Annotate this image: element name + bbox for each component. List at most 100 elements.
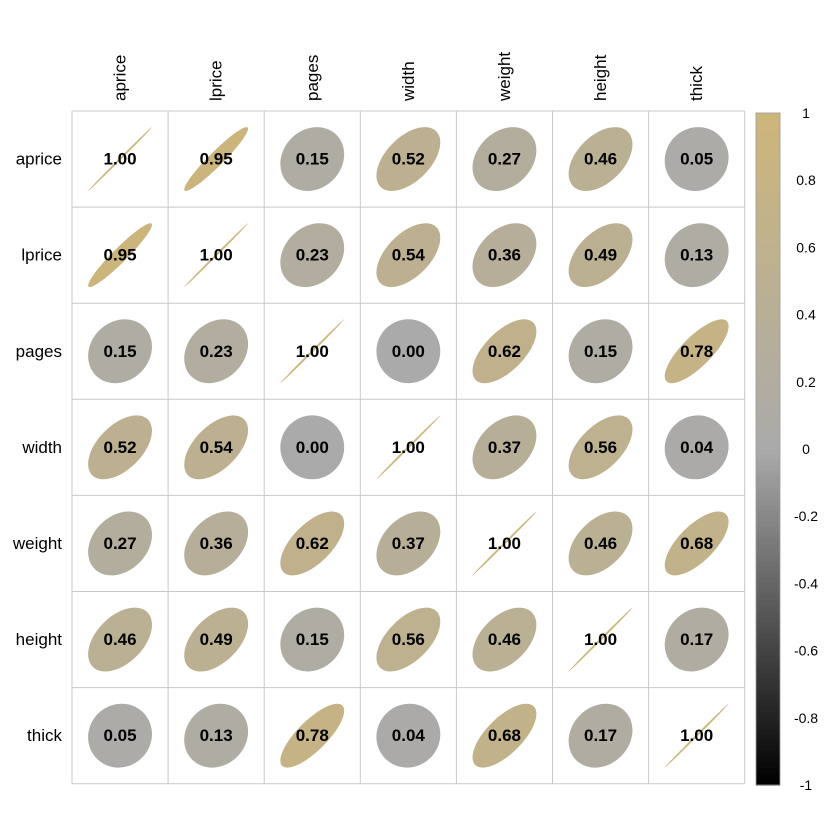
cell-width-pages: 0.00 [280,415,345,480]
colorbar-segment [756,281,780,288]
colorbar-segment [756,169,780,176]
correlation-value: 0.36 [200,534,233,553]
colorbar-segment [756,219,780,226]
cell-pages-pages: 1.00 [280,319,345,384]
colorbar-segment [756,163,780,170]
cell-pages-thick: 0.78 [664,319,729,384]
correlation-value: 0.95 [200,150,233,169]
colorbar-segment [756,633,780,640]
column-label-width: width [399,61,418,102]
matrix-grid [71,110,746,785]
colorbar-segment [756,269,780,276]
matrix-cells: 1.00 0.95 0.15 0.52 0.27 0.46 0.05 0.95 1.00 0.23… [88,127,729,768]
cell-height-height: 1.00 [568,607,633,672]
colorbar-segment [756,583,780,590]
row-label-height: height [16,630,63,649]
correlation-value: 0.78 [296,726,329,745]
correlation-value: 0.04 [392,726,426,745]
correlation-ellipse [568,511,633,576]
correlation-ellipse [88,511,152,576]
colorbar-tick-label: -0.6 [794,643,818,659]
cell-lprice-lprice: 1.00 [184,223,249,288]
cell-thick-weight: 0.68 [472,703,537,768]
colorbar-segment [756,118,780,125]
colorbar-segment [756,617,780,624]
correlation-value: 0.54 [200,438,234,457]
colorbar-segment [756,398,780,405]
colorbar-segment [756,768,780,775]
colorbar-segment [756,152,780,159]
colorbar-segment [756,387,780,394]
colorbar-segment [756,600,780,607]
correlation-value: 0.49 [584,246,617,265]
colorbar-segment [756,297,780,304]
colorbar-segment [756,628,780,635]
correlation-value: 0.17 [584,726,617,745]
cell-pages-height: 0.15 [568,319,633,384]
colorbar-segment [756,577,780,584]
colorbar-segment [756,661,780,668]
cell-lprice-thick: 0.13 [664,223,729,288]
correlation-value: 1.00 [488,534,521,553]
correlation-value: 0.46 [488,630,521,649]
cell-width-width: 1.00 [376,415,441,480]
colorbar-segment [756,477,780,484]
correlation-ellipse [376,511,441,576]
correlation-value: 0.15 [104,342,137,361]
colorbar-segment [756,706,780,713]
correlation-ellipse [664,703,729,768]
colorbar-segment [756,555,780,562]
colorbar-segment [756,174,780,181]
colorbar-tick-label: 0.6 [796,239,816,255]
colorbar-segment [756,213,780,220]
cell-weight-thick: 0.68 [664,511,729,576]
correlation-ellipse [280,223,345,288]
colorbar-segment [756,337,780,344]
correlation-value: 0.00 [296,438,329,457]
correlation-ellipse [184,511,249,576]
colorbar-segment [756,673,780,680]
correlation-ellipse [184,127,249,191]
colorbar-segment [756,404,780,411]
correlation-value: 0.46 [584,534,617,553]
colorbar-segment [756,488,780,495]
colorbar-segment [756,549,780,556]
correlation-value: 1.00 [680,726,713,745]
row-label-lprice: lprice [21,246,62,265]
correlation-ellipse [184,607,249,672]
correlation-value: 1.00 [584,630,617,649]
colorbar-segment [756,146,780,153]
colorbar-segment [756,353,780,360]
correlation-value: 0.23 [296,246,329,265]
cell-aprice-width: 0.52 [376,127,441,191]
correlation-ellipse [664,607,729,672]
cell-weight-pages: 0.62 [280,511,345,576]
colorbar-segment [756,292,780,299]
colorbar-segment [756,533,780,540]
colorbar-segment [756,275,780,282]
colorbar-segment [756,745,780,752]
correlation-ellipse [568,607,633,672]
colorbar-segment [756,639,780,646]
cell-width-aprice: 0.52 [88,415,152,480]
colorbar-segment [756,197,780,204]
correlation-value: 0.49 [200,630,233,649]
colorbar-segment [756,561,780,568]
correlation-value: 0.56 [392,630,425,649]
colorbar-segment [756,538,780,545]
correlation-ellipse [664,319,729,384]
colorbar-segment [756,689,780,696]
cell-weight-aprice: 0.27 [88,511,152,576]
colorbar-segment [756,482,780,489]
correlation-value: 0.56 [584,438,617,457]
colorbar-segment [756,589,780,596]
colorbar-tick-label: -0.2 [794,508,818,524]
colorbar-segment [756,667,780,674]
colorbar-segment [756,325,780,332]
colorbar-segment [756,230,780,237]
colorbar-segment [756,309,780,316]
correlation-ellipse [376,127,441,191]
colorbar-segment [756,247,780,254]
colorbar-segment [756,258,780,265]
correlation-value: 0.46 [584,150,617,169]
